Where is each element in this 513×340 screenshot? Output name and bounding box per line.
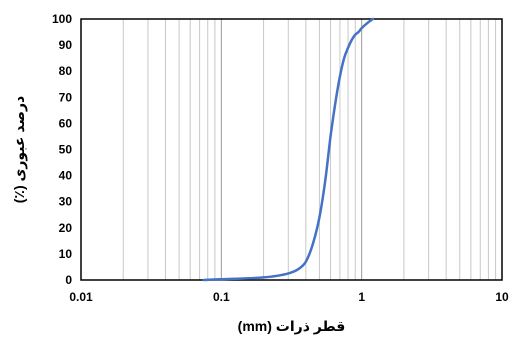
y-tick-label: 0	[65, 273, 72, 287]
y-tick-label: 60	[59, 116, 73, 130]
y-axis-title: درصد عبوری (٪)	[11, 96, 28, 203]
x-tick-label: 1	[358, 290, 365, 304]
y-tick-label: 40	[59, 169, 73, 183]
data-series	[202, 17, 375, 282]
series-line	[202, 17, 375, 282]
y-tick-label: 90	[59, 38, 73, 52]
x-tick-label: 0.1	[213, 290, 230, 304]
y-tick-label: 10	[59, 247, 73, 261]
x-tick-label: 10	[495, 290, 509, 304]
y-tick-label: 50	[59, 143, 73, 157]
x-axis-ticks: 0.01 0.1 1 10	[69, 290, 509, 304]
y-axis-ticks: 0 10 20 30 40 50 60 70 80 90 100	[52, 12, 72, 287]
y-tick-label: 70	[59, 90, 73, 104]
y-tick-label: 100	[52, 12, 72, 26]
grid-lines	[122, 19, 497, 280]
y-tick-label: 30	[59, 195, 73, 209]
y-tick-label: 20	[59, 221, 73, 235]
x-tick-label: 0.01	[69, 290, 93, 304]
y-tick-label: 80	[59, 64, 73, 78]
x-axis-title: قطر ذرات (mm)	[238, 318, 346, 335]
plot-frame	[80, 18, 503, 281]
